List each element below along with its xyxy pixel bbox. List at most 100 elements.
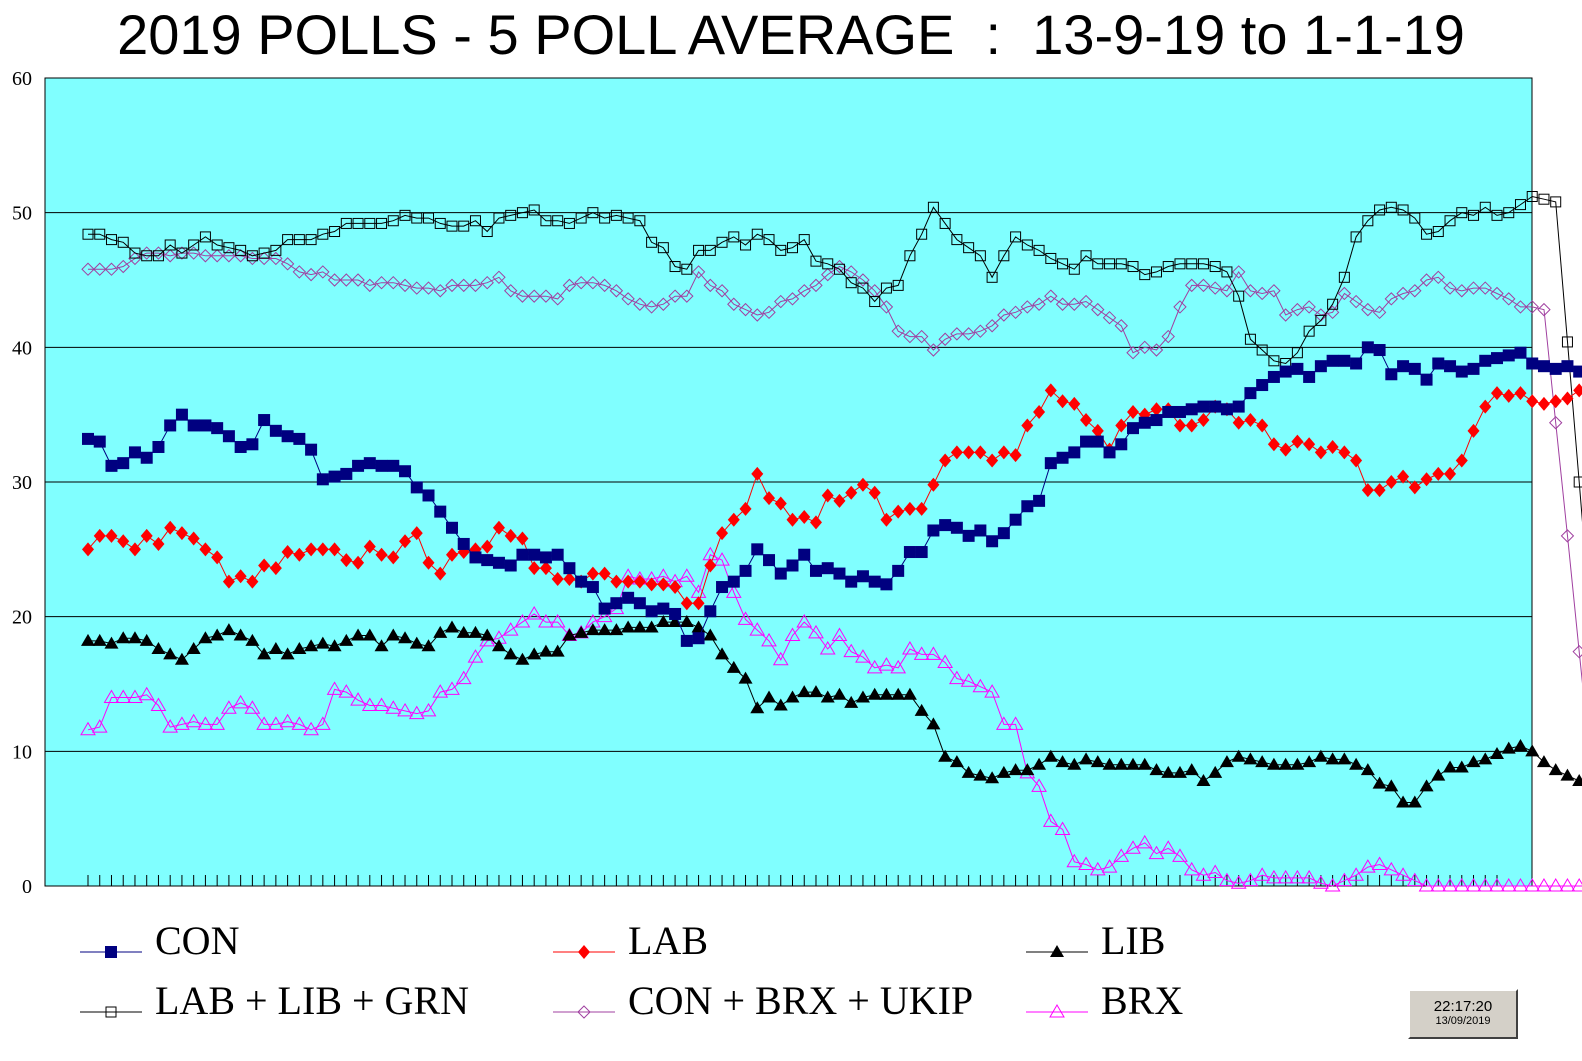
data-point	[398, 278, 412, 293]
data-point	[950, 521, 963, 534]
data-point	[728, 231, 740, 243]
data-point	[164, 239, 176, 251]
data-point	[1079, 752, 1094, 765]
data-point	[1478, 752, 1493, 765]
data-point	[762, 690, 777, 703]
data-point	[257, 647, 272, 660]
data-point	[140, 528, 153, 543]
data-point	[151, 641, 166, 654]
data-point	[810, 255, 822, 267]
data-point	[315, 636, 330, 649]
data-point	[281, 545, 294, 560]
data-point	[186, 246, 201, 260]
data-point	[493, 212, 505, 224]
data-point	[587, 207, 599, 219]
data-point	[515, 652, 530, 665]
data-point	[855, 649, 871, 663]
series-con-brx-ukip	[81, 246, 1582, 684]
data-point	[467, 649, 484, 663]
data-point	[879, 687, 894, 700]
data-point	[234, 440, 247, 453]
data-point	[727, 297, 741, 311]
data-point	[387, 550, 400, 565]
data-point	[352, 459, 365, 472]
data-point	[140, 451, 153, 464]
data-point	[973, 324, 988, 338]
data-point	[397, 702, 413, 717]
data-point	[516, 531, 529, 546]
data-point	[808, 685, 823, 698]
data-point	[187, 531, 200, 546]
data-point	[914, 703, 929, 716]
data-point	[502, 622, 519, 636]
data-point	[597, 623, 612, 636]
data-point	[551, 571, 564, 586]
data-point	[669, 607, 682, 620]
legend-marker	[578, 945, 590, 959]
data-point	[1444, 215, 1456, 227]
data-point	[1033, 404, 1046, 419]
data-point	[819, 640, 836, 655]
data-point	[410, 481, 423, 494]
data-point	[444, 681, 460, 695]
legend-label: LIB	[1101, 918, 1165, 963]
data-point	[82, 228, 94, 240]
data-point	[1468, 209, 1480, 221]
data-point	[1080, 435, 1093, 448]
data-point	[633, 574, 646, 589]
data-point	[127, 689, 143, 703]
data-point	[150, 697, 167, 712]
data-point	[527, 647, 542, 660]
data-point	[1162, 261, 1174, 273]
data-point	[1278, 308, 1293, 322]
data-point	[198, 631, 213, 644]
data-point	[139, 633, 154, 646]
data-point	[1443, 760, 1458, 773]
data-point	[339, 633, 354, 646]
data-point	[550, 292, 565, 306]
data-point	[351, 273, 365, 287]
data-point	[962, 529, 975, 542]
data-point	[1021, 418, 1034, 433]
data-point	[550, 644, 565, 657]
data-point	[399, 534, 412, 549]
data-point	[1055, 755, 1070, 768]
data-point	[1150, 266, 1162, 278]
data-point	[504, 559, 517, 572]
data-point	[258, 558, 271, 573]
data-point	[740, 239, 752, 251]
data-point	[363, 278, 377, 293]
data-point	[1256, 379, 1269, 392]
data-point	[704, 244, 716, 256]
data-point	[1373, 344, 1386, 357]
legend-item: LAB + LIB + GRN	[80, 978, 469, 1023]
data-point	[1525, 300, 1539, 314]
data-point	[986, 453, 999, 468]
data-point	[1127, 422, 1140, 435]
data-point	[1315, 314, 1327, 326]
data-point	[1196, 278, 1211, 293]
data-point	[1244, 413, 1257, 428]
data-point	[738, 302, 753, 317]
data-point	[809, 564, 822, 577]
data-point	[197, 716, 214, 730]
data-point	[808, 624, 824, 639]
data-point	[1266, 757, 1281, 770]
data-point	[1491, 209, 1503, 221]
data-point	[1395, 867, 1411, 881]
data-point	[903, 501, 916, 516]
data-point	[92, 633, 107, 646]
data-point	[831, 627, 848, 642]
data-point	[538, 644, 553, 657]
data-point	[211, 550, 224, 565]
data-point	[856, 477, 869, 492]
data-point	[503, 284, 518, 298]
data-point	[1396, 286, 1410, 301]
data-point	[1161, 765, 1176, 778]
data-point	[1537, 302, 1551, 317]
data-point	[257, 251, 271, 266]
data-point	[1172, 765, 1187, 778]
data-point	[574, 625, 589, 638]
data-point	[539, 289, 553, 303]
legend-item: BRX	[1026, 978, 1183, 1023]
